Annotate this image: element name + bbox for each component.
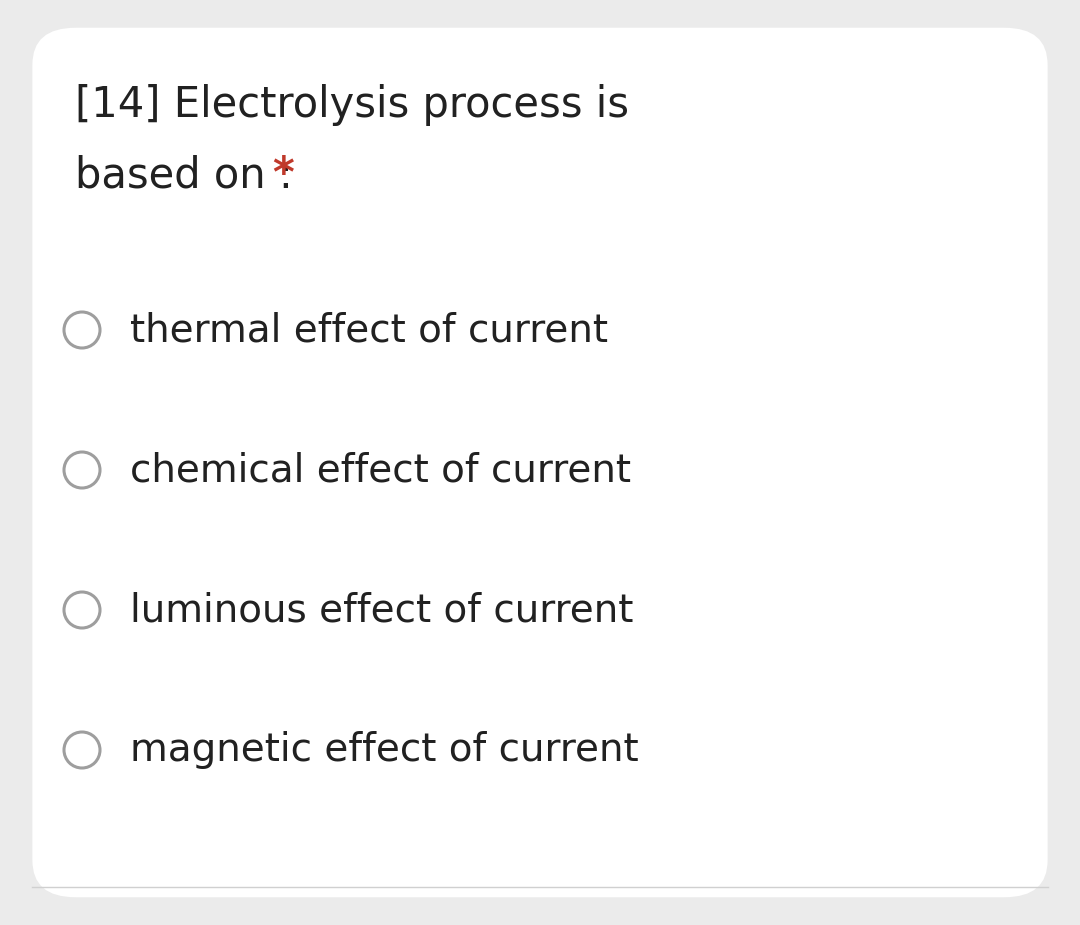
Text: *: * [272,154,294,196]
Text: thermal effect of current: thermal effect of current [130,311,608,349]
Text: luminous effect of current: luminous effect of current [130,591,633,629]
Text: magnetic effect of current: magnetic effect of current [130,731,638,769]
Text: chemical effect of current: chemical effect of current [130,451,631,489]
Text: based on :: based on : [75,154,306,196]
Text: [14] Electrolysis process is: [14] Electrolysis process is [75,84,629,126]
